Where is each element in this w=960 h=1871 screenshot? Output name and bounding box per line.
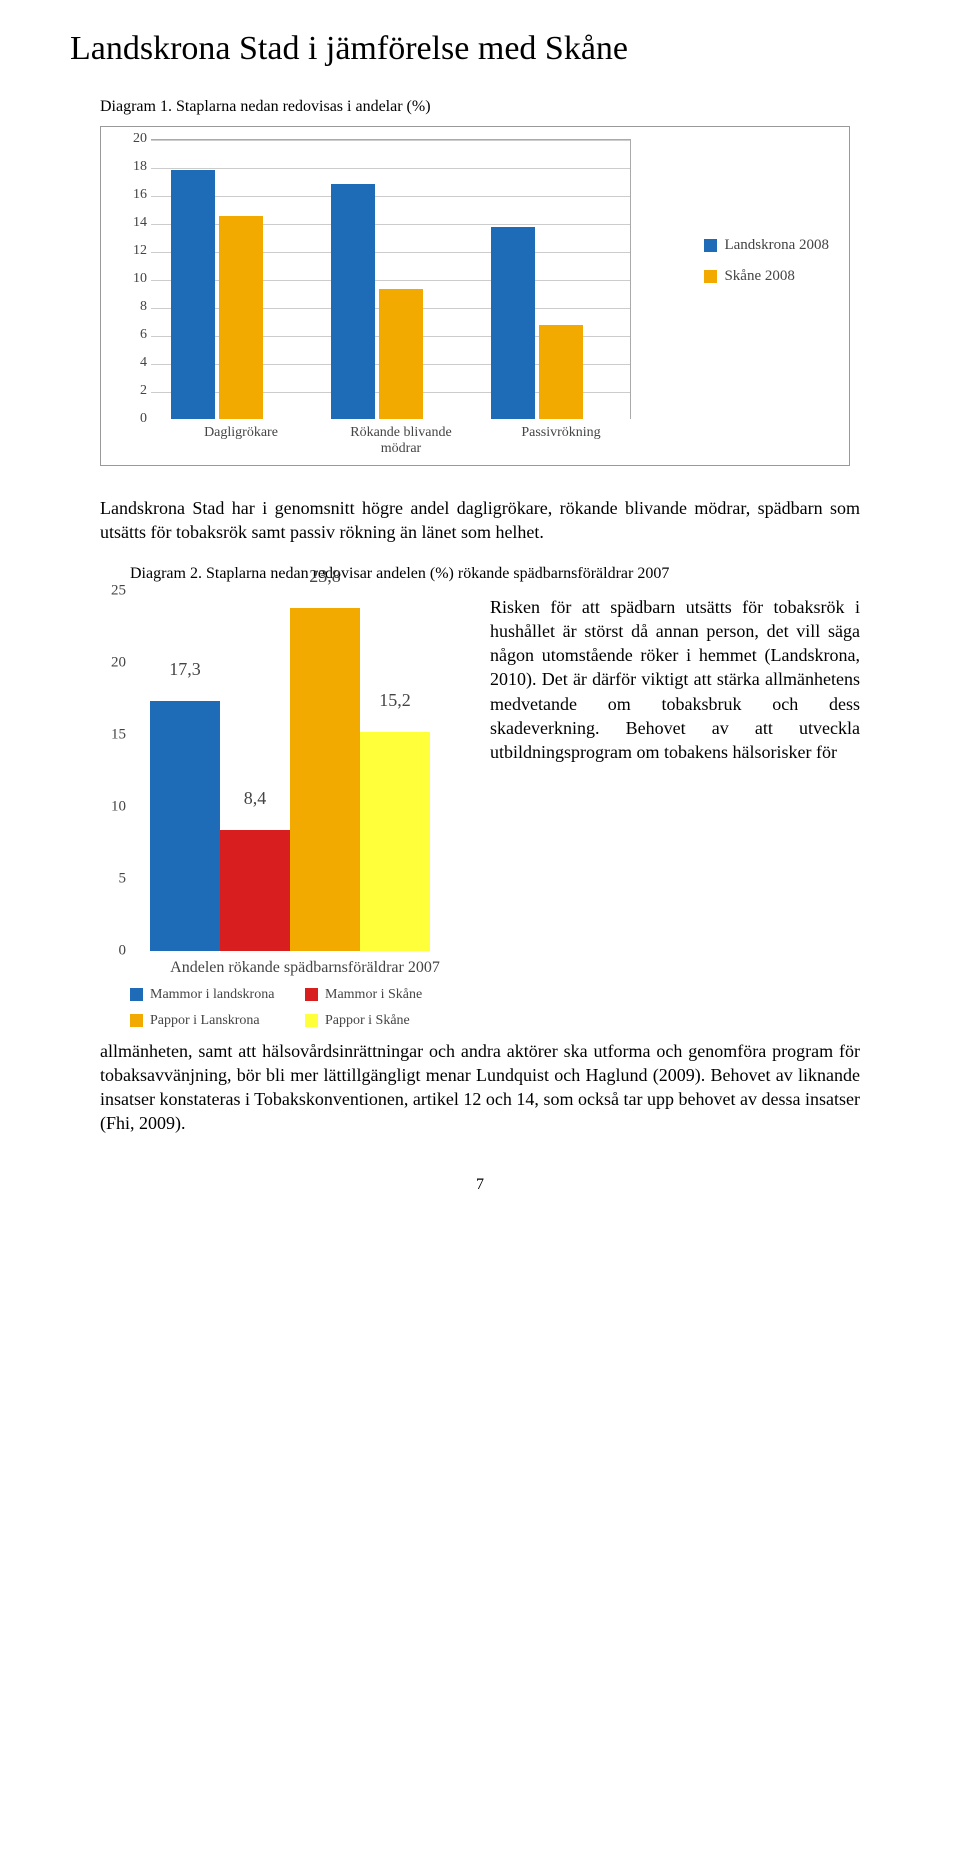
page-title: Landskrona Stad i jämförelse med Skåne [70,30,890,68]
chart2-value-label: 8,4 [220,788,290,809]
chart2-value-label: 23,8 [290,566,360,587]
chart1-caption: Diagram 1. Staplarna nedan redovisas i a… [100,98,890,116]
chart1-bar [171,170,215,419]
chart1-category-label: Dagligrökare [171,425,311,441]
legend-label: Mammor i Skåne [325,987,422,1003]
chart1-bar [379,289,423,419]
chart1-ytick: 8 [140,299,147,315]
chart2-ytick: 25 [111,582,126,599]
chart1-bar [491,227,535,419]
chart1-ytick: 2 [140,383,147,399]
chart1-ytick: 18 [133,159,147,175]
chart2-x-label: Andelen rökande spädbarnsföräldrar 2007 [130,959,480,977]
legend-label: Pappor i Lanskrona [150,1013,260,1029]
chart1-ytick: 12 [133,243,147,259]
chart2-ytick: 0 [119,942,127,959]
chart2-bar [220,830,290,951]
legend-swatch [130,988,143,1001]
chart1-ytick: 20 [133,131,147,147]
chart1-ytick: 0 [140,411,147,427]
chart1-bar [219,216,263,419]
legend-swatch [704,270,717,283]
chart2: 0510152025 17,38,423,815,2 Andelen rökan… [100,591,480,1039]
chart1-ytick: 10 [133,271,147,287]
chart1-bar [331,184,375,419]
chart1-category-label: Rökande blivande mödrar [331,425,471,457]
body-paragraph-1: Landskrona Stad har i genomsnitt högre a… [100,496,860,545]
chart2-bar [360,732,430,951]
chart2-value-label: 17,3 [150,659,220,680]
chart2-bar [150,701,220,950]
body-paragraph-2: Risken för att spädbarn utsätts för toba… [490,591,860,1039]
legend-swatch [305,988,318,1001]
chart1: 0 2 4 6 8 10 12 14 16 18 20 Landskrona 2008 Skåne 2… [100,126,850,466]
legend-label: Skåne 2008 [724,268,794,285]
chart2-legend: Mammor i landskrona Mammor i Skåne Pappor … [130,987,480,1029]
legend-swatch [130,1014,143,1027]
legend-label: Landskrona 2008 [724,237,829,254]
chart1-category-label: Passivrökning [491,425,631,441]
chart1-bar [539,325,583,419]
legend-swatch [305,1014,318,1027]
chart2-value-label: 15,2 [360,690,430,711]
chart2-ytick: 15 [111,726,126,743]
chart1-ytick: 14 [133,215,147,231]
legend-label: Pappor i Skåne [325,1013,410,1029]
chart1-ytick: 16 [133,187,147,203]
chart1-ytick: 6 [140,327,147,343]
legend-swatch [704,239,717,252]
chart2-ytick: 10 [111,798,126,815]
chart2-ytick: 20 [111,654,126,671]
legend-label: Mammor i landskrona [150,987,274,1003]
chart2-caption: Diagram 2. Staplarna nedan redovisar and… [130,565,890,583]
chart1-ytick: 4 [140,355,147,371]
chart2-ytick: 5 [119,870,127,887]
chart1-legend: Landskrona 2008 Skåne 2008 [704,237,829,299]
page-number: 7 [70,1176,890,1194]
body-paragraph-3: allmänheten, samt att hälsovårdsinrättni… [100,1039,860,1136]
chart2-bar [290,608,360,951]
